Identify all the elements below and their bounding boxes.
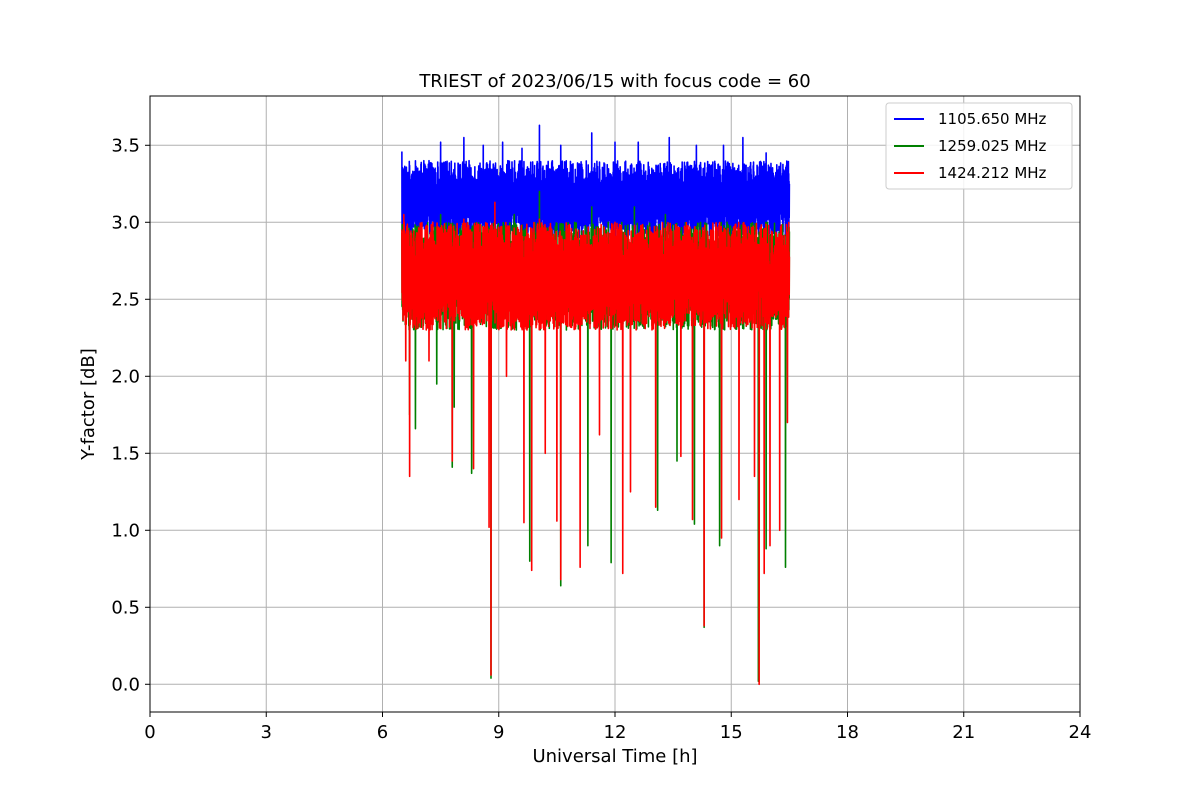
y-tick-label-1: 0.5: [111, 597, 140, 618]
y-tick-label-2: 1.0: [111, 520, 140, 541]
y-tick-label-6: 3.0: [111, 212, 140, 233]
series-line-0: [401, 124, 791, 247]
ticks: 0 3 6 9 12 15 18 21 24 0.0 0.5 1.0 1.5 2.0 2.5 3.0 3.5: [111, 135, 1091, 743]
x-tick-label-3: 9: [493, 722, 504, 743]
chart-title: TRIEST of 2023/06/15 with focus code = 6…: [418, 71, 810, 92]
y-axis-label: Y-factor [dB]: [78, 348, 99, 461]
y-tick-label-0: 0.0: [111, 674, 140, 695]
x-tick-label-2: 6: [377, 722, 388, 743]
x-tick-label-5: 15: [720, 722, 743, 743]
legend-label-series-1: 1259.025 MHz: [938, 137, 1047, 155]
series-layer: [401, 124, 791, 686]
x-tick-label-8: 24: [1069, 722, 1092, 743]
x-tick-label-1: 3: [261, 722, 272, 743]
legend-box: [885, 102, 1073, 190]
x-tick-label-6: 18: [836, 722, 859, 743]
x-axis-label: Universal Time [h]: [532, 746, 697, 767]
x-tick-label-4: 12: [604, 722, 627, 743]
legend-label-series-2: 1424.212 MHz: [938, 164, 1047, 182]
x-tick-label-7: 21: [952, 722, 975, 743]
legend: 1105.650 MHz 1259.025 MHz 1424.212 MHz: [885, 102, 1073, 190]
y-tick-label-7: 3.5: [111, 135, 140, 156]
y-tick-label-4: 2.0: [111, 366, 140, 387]
y-tick-label-3: 1.5: [111, 443, 140, 464]
x-tick-label-0: 0: [144, 722, 155, 743]
series-line-2: [401, 201, 791, 686]
legend-label-series-0: 1105.650 MHz: [938, 110, 1047, 128]
y-tick-label-5: 2.5: [111, 289, 140, 310]
